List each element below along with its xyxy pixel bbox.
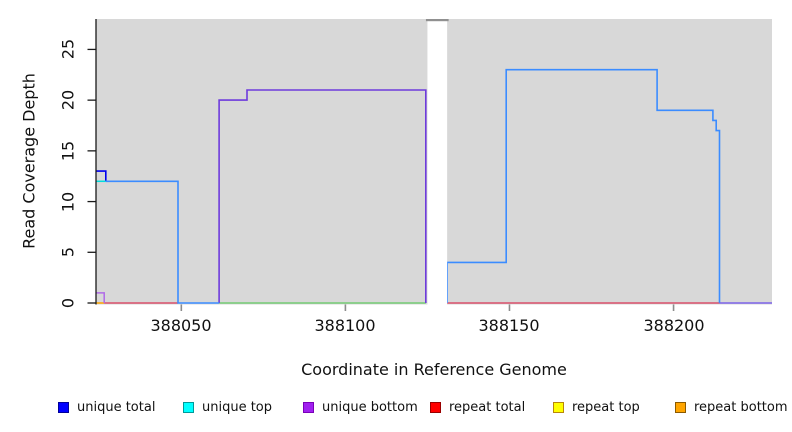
x-tick-label: 388150 <box>478 316 540 335</box>
y-tick-label: 5 <box>58 246 78 258</box>
gap-cap-line <box>425 19 449 22</box>
y-tick-label: 25 <box>58 38 78 60</box>
legend-swatch-icon <box>58 402 69 413</box>
legend-item: repeat total <box>430 400 525 415</box>
legend-item: repeat top <box>553 400 640 415</box>
x-tick-label: 388200 <box>643 316 705 335</box>
y-tick-label: 15 <box>58 140 78 162</box>
legend-label: unique bottom <box>322 400 418 415</box>
legend-item: unique total <box>58 400 155 415</box>
legend-label: unique top <box>202 400 273 415</box>
legend-swatch-icon <box>430 402 441 413</box>
legend-item: unique top <box>183 400 272 415</box>
series-unique-bottom-main <box>218 89 427 303</box>
y-tick-label: 0 <box>58 297 78 309</box>
series-unique-total-main-left <box>105 180 220 304</box>
x-tick-label: 388050 <box>150 316 212 335</box>
legend-swatch-icon <box>553 402 564 413</box>
legend-item: unique bottom <box>303 400 418 415</box>
series-unique-total-start <box>96 170 107 182</box>
legend-swatch-icon <box>303 402 314 413</box>
y-axis-title: Read Coverage Depth <box>19 73 39 249</box>
legend-label: unique total <box>77 400 156 415</box>
legend-label: repeat bottom <box>694 400 788 415</box>
x-tick-label: 388100 <box>314 316 376 335</box>
x-axis-title: Coordinate in Reference Genome <box>301 360 567 379</box>
legend-label: repeat top <box>572 400 640 415</box>
series-unique-total-main-right <box>446 68 721 303</box>
legend-swatch-icon <box>675 402 686 413</box>
legend-item: repeat bottom <box>675 400 788 415</box>
series-unique-bottom-start <box>96 292 105 303</box>
y-tick-label: 20 <box>58 89 78 111</box>
y-tick-label: 10 <box>58 191 78 213</box>
legend-label: repeat total <box>449 400 526 415</box>
gap-band <box>427 19 448 305</box>
legend-swatch-icon <box>183 402 194 413</box>
